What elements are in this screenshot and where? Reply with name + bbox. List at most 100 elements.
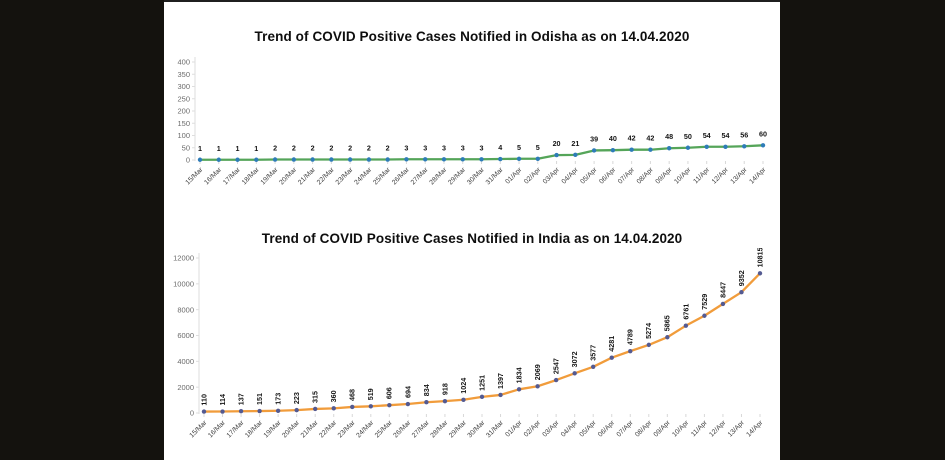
svg-text:1: 1 bbox=[254, 144, 258, 153]
svg-text:23/Mar: 23/Mar bbox=[335, 166, 355, 186]
svg-text:9352: 9352 bbox=[737, 270, 746, 286]
svg-text:25/Mar: 25/Mar bbox=[374, 419, 394, 439]
svg-text:360: 360 bbox=[329, 390, 338, 402]
svg-text:468: 468 bbox=[348, 389, 357, 401]
svg-text:19/Mar: 19/Mar bbox=[260, 166, 280, 186]
svg-text:0: 0 bbox=[190, 409, 194, 418]
svg-text:50: 50 bbox=[182, 143, 190, 152]
svg-text:20/Mar: 20/Mar bbox=[278, 166, 298, 186]
svg-text:4789: 4789 bbox=[626, 329, 635, 345]
svg-text:50: 50 bbox=[684, 132, 692, 141]
svg-text:18/Mar: 18/Mar bbox=[244, 419, 264, 439]
svg-text:29/Mar: 29/Mar bbox=[448, 419, 468, 439]
india-chart-title: Trend of COVID Positive Cases Notified i… bbox=[261, 231, 683, 246]
svg-text:606: 606 bbox=[385, 387, 394, 399]
svg-text:2: 2 bbox=[292, 144, 296, 153]
svg-text:4: 4 bbox=[498, 143, 502, 152]
svg-text:06/Apr: 06/Apr bbox=[597, 419, 617, 439]
svg-text:02/Apr: 02/Apr bbox=[523, 419, 543, 439]
svg-text:12/Apr: 12/Apr bbox=[708, 419, 728, 439]
svg-text:8447: 8447 bbox=[718, 282, 727, 298]
svg-text:01/Apr: 01/Apr bbox=[504, 166, 524, 186]
svg-text:1251: 1251 bbox=[477, 375, 486, 391]
svg-text:03/Apr: 03/Apr bbox=[542, 166, 562, 186]
svg-text:2: 2 bbox=[386, 144, 390, 153]
svg-text:20: 20 bbox=[553, 139, 561, 148]
svg-text:2547: 2547 bbox=[552, 358, 561, 374]
svg-text:7529: 7529 bbox=[700, 294, 709, 310]
svg-text:02/Apr: 02/Apr bbox=[523, 166, 543, 186]
svg-text:100: 100 bbox=[177, 131, 190, 140]
svg-text:26/Mar: 26/Mar bbox=[391, 166, 411, 186]
svg-text:07/Apr: 07/Apr bbox=[616, 419, 636, 439]
svg-text:3072: 3072 bbox=[570, 351, 579, 367]
svg-text:40: 40 bbox=[609, 134, 617, 143]
svg-text:25/Mar: 25/Mar bbox=[372, 166, 392, 186]
svg-text:27/Mar: 27/Mar bbox=[410, 166, 430, 186]
svg-text:1: 1 bbox=[217, 144, 221, 153]
svg-text:28/Mar: 28/Mar bbox=[428, 166, 448, 186]
svg-text:519: 519 bbox=[366, 388, 375, 400]
svg-text:2: 2 bbox=[273, 144, 277, 153]
svg-text:56: 56 bbox=[740, 130, 748, 139]
svg-text:250: 250 bbox=[177, 94, 190, 103]
svg-text:18/Mar: 18/Mar bbox=[241, 166, 261, 186]
svg-text:04/Apr: 04/Apr bbox=[560, 419, 580, 439]
svg-text:54: 54 bbox=[721, 131, 729, 140]
svg-text:137: 137 bbox=[236, 393, 245, 405]
svg-text:12000: 12000 bbox=[173, 254, 194, 263]
svg-text:48: 48 bbox=[665, 132, 673, 141]
svg-text:08/Apr: 08/Apr bbox=[634, 419, 654, 439]
svg-text:0: 0 bbox=[186, 156, 190, 165]
slide-content: Trend of COVID Positive Cases Notified i… bbox=[164, 0, 780, 460]
svg-text:200: 200 bbox=[177, 107, 190, 116]
svg-text:22/Mar: 22/Mar bbox=[316, 166, 336, 186]
svg-text:21: 21 bbox=[571, 139, 579, 148]
svg-text:2000: 2000 bbox=[177, 383, 194, 392]
svg-text:26/Mar: 26/Mar bbox=[392, 419, 412, 439]
svg-text:16/Mar: 16/Mar bbox=[203, 166, 223, 186]
svg-text:5865: 5865 bbox=[663, 315, 672, 331]
svg-text:1834: 1834 bbox=[514, 367, 523, 383]
svg-text:2: 2 bbox=[348, 144, 352, 153]
svg-text:834: 834 bbox=[422, 384, 431, 396]
svg-text:42: 42 bbox=[646, 134, 654, 143]
india-line-chart: 12000100008000600040002000015/Mar16/Mar1… bbox=[173, 248, 765, 439]
svg-text:09/Apr: 09/Apr bbox=[653, 419, 673, 439]
svg-text:5: 5 bbox=[517, 143, 521, 152]
svg-text:15/Mar: 15/Mar bbox=[185, 166, 205, 186]
svg-text:15/Mar: 15/Mar bbox=[189, 419, 209, 439]
svg-text:11/Apr: 11/Apr bbox=[690, 419, 709, 438]
svg-text:05/Apr: 05/Apr bbox=[579, 166, 599, 186]
odisha-line-chart: 40035030025020015010050015/Mar16/Mar17/M… bbox=[177, 57, 768, 186]
svg-text:20/Mar: 20/Mar bbox=[281, 419, 301, 439]
svg-text:07/Apr: 07/Apr bbox=[617, 166, 637, 186]
svg-text:400: 400 bbox=[177, 58, 190, 67]
svg-text:12/Apr: 12/Apr bbox=[711, 166, 731, 186]
svg-text:23/Mar: 23/Mar bbox=[337, 419, 357, 439]
svg-text:11/Apr: 11/Apr bbox=[692, 166, 711, 185]
svg-text:2069: 2069 bbox=[533, 364, 542, 380]
svg-text:1397: 1397 bbox=[496, 373, 505, 389]
svg-text:918: 918 bbox=[440, 383, 449, 395]
svg-text:30/Mar: 30/Mar bbox=[466, 166, 486, 186]
svg-text:1024: 1024 bbox=[459, 378, 468, 394]
svg-text:173: 173 bbox=[274, 393, 283, 405]
svg-text:3: 3 bbox=[442, 143, 446, 152]
svg-text:03/Apr: 03/Apr bbox=[541, 419, 561, 439]
svg-text:04/Apr: 04/Apr bbox=[561, 166, 581, 186]
svg-text:5: 5 bbox=[536, 143, 540, 152]
svg-text:24/Mar: 24/Mar bbox=[353, 166, 373, 186]
svg-text:05/Apr: 05/Apr bbox=[579, 419, 599, 439]
svg-text:223: 223 bbox=[292, 392, 301, 404]
svg-text:60: 60 bbox=[759, 129, 767, 138]
svg-text:29/Mar: 29/Mar bbox=[447, 166, 467, 186]
svg-text:1: 1 bbox=[198, 144, 202, 153]
left-letterbox-bar bbox=[0, 0, 164, 460]
svg-text:2: 2 bbox=[311, 144, 315, 153]
svg-text:10815: 10815 bbox=[755, 248, 764, 267]
svg-text:28/Mar: 28/Mar bbox=[429, 419, 449, 439]
svg-text:08/Apr: 08/Apr bbox=[636, 166, 656, 186]
svg-text:8000: 8000 bbox=[177, 305, 194, 314]
svg-text:24/Mar: 24/Mar bbox=[355, 419, 375, 439]
